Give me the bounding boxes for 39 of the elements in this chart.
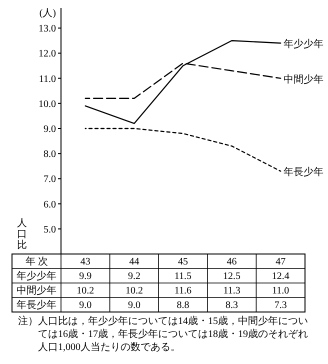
y-tick-label: 5.0 — [44, 224, 56, 236]
y-tick-label: 12.0 — [38, 48, 56, 60]
data-label: 12.5 — [223, 271, 241, 282]
series-label: 年長少年 — [284, 166, 324, 178]
x-tick-label: 47 — [276, 256, 286, 268]
data-label: 11.3 — [223, 286, 240, 296]
y-tick-label: 10.0 — [38, 98, 56, 110]
data-label: 9.9 — [79, 271, 92, 282]
data-label: 9.0 — [128, 300, 140, 311]
y-tick-label: 11.0 — [38, 74, 56, 85]
x-axis-title: 年 次 — [25, 256, 48, 268]
text: (人) — [39, 8, 56, 19]
data-label: 11.0 — [272, 286, 290, 296]
data-label: 7.3 — [274, 300, 287, 311]
text: 年長少年 — [16, 300, 56, 311]
x-tick-label: 45 — [178, 256, 188, 268]
series-label: 中間少年 — [284, 73, 324, 86]
x-tick-label: 43 — [80, 256, 90, 268]
text: 注）人口比は，年少少年については14歳・15歳，中間少年については16歳・17歳，年長少年については18歳・19歳のそれぞれ人口1,000人当たりの数である。 — [18, 315, 308, 353]
data-label: 8.8 — [176, 300, 190, 311]
data-label: 10.2 — [76, 286, 94, 296]
text: 年少少年 — [16, 271, 56, 282]
y-tick-label: 8.0 — [44, 149, 56, 160]
text: 中間少年 — [16, 286, 56, 296]
y-tick-label: 13.0 — [38, 24, 56, 35]
data-label: 9.0 — [79, 300, 92, 311]
y-tick-label: 9.0 — [44, 124, 56, 135]
data-label: 11.6 — [174, 286, 192, 296]
data-label: 9.2 — [128, 271, 140, 282]
data-label: 10.2 — [125, 286, 143, 296]
data-label: 8.3 — [226, 300, 238, 311]
y-tick-label: 7.0 — [44, 174, 56, 186]
series-label: 年少少年 — [284, 38, 324, 50]
x-tick-label: 46 — [226, 256, 237, 268]
y-axis-title: 人口比 — [17, 218, 27, 251]
data-label: 12.4 — [272, 271, 290, 282]
data-label: 11.5 — [174, 271, 192, 282]
x-tick-label: 44 — [129, 256, 140, 268]
y-tick-label: 6.0 — [44, 199, 56, 210]
